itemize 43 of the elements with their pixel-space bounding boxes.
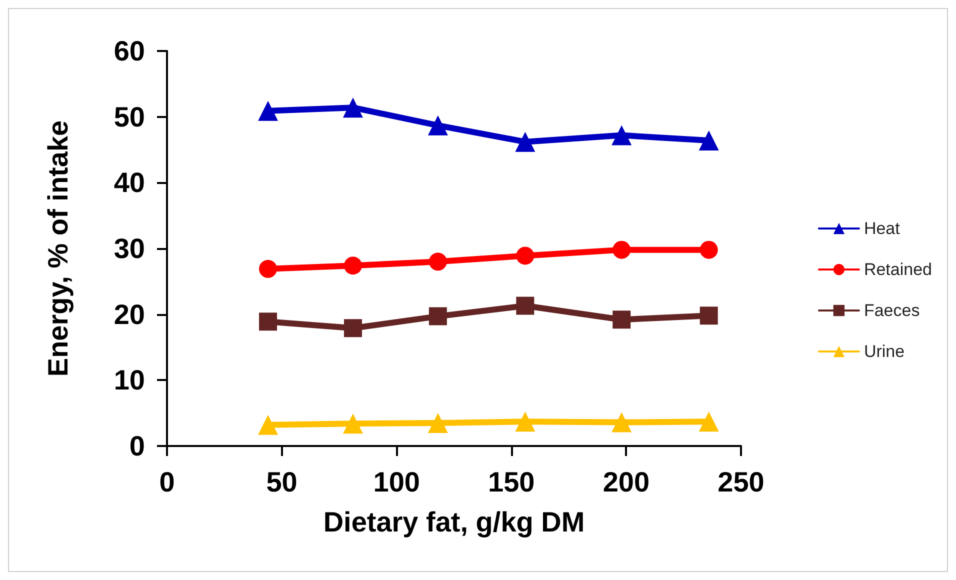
y-tick-label: 0 (129, 430, 145, 462)
y-tick-label: 20 (114, 298, 145, 330)
point (612, 412, 632, 432)
x-tick-label: 0 (159, 466, 175, 498)
point (515, 132, 536, 152)
point (700, 240, 718, 259)
point (612, 125, 632, 146)
point (342, 414, 363, 434)
x-tick-label: 50 (266, 466, 298, 498)
point (698, 130, 719, 151)
point (428, 307, 447, 326)
point (516, 246, 534, 265)
point (344, 319, 362, 338)
x-tick-label: 200 (602, 466, 650, 498)
legend-label: Retained (864, 260, 932, 279)
point (342, 98, 363, 118)
y-tick-label: 50 (114, 101, 145, 132)
point (700, 306, 718, 325)
x-axis-title: Dietary fat, g/kg DM (323, 506, 585, 538)
y-tick-label: 30 (114, 233, 145, 264)
legend-label: Urine (864, 342, 905, 361)
point (259, 260, 278, 278)
point (344, 256, 362, 275)
x-tick-label: 250 (718, 466, 764, 498)
legend-label: Faeces (864, 301, 920, 320)
y-tick-label: 60 (114, 36, 145, 66)
point (612, 240, 631, 259)
point (428, 115, 448, 136)
point (612, 310, 631, 329)
y-tick-label: 10 (114, 364, 145, 396)
y-axis-title: Energy, % of intake (42, 120, 74, 377)
legend-label: Heat (864, 219, 900, 238)
point (428, 252, 447, 271)
point (259, 312, 278, 331)
point (258, 100, 278, 121)
point (258, 414, 278, 435)
y-tick-label: 40 (114, 167, 145, 198)
point (515, 412, 536, 432)
point (428, 412, 448, 433)
point (516, 296, 534, 315)
point (698, 412, 719, 432)
x-tick-label: 150 (488, 466, 535, 498)
x-tick-label: 100 (373, 466, 420, 498)
